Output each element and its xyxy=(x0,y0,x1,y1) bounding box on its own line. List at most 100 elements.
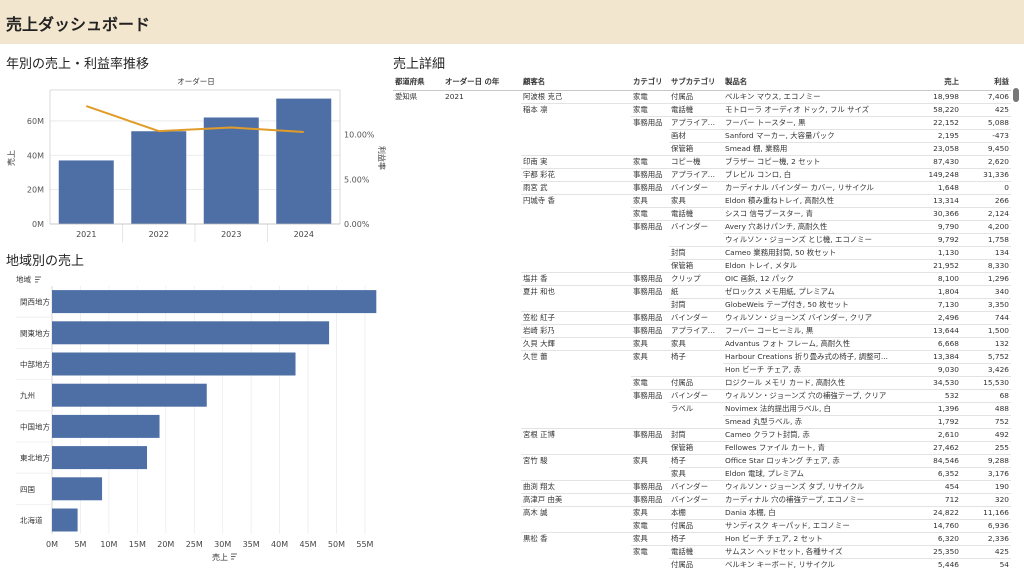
column-header[interactable]: 売上 xyxy=(907,74,961,91)
table-row[interactable]: 家具 Eldon 電球, プレミアム 6,352 3,176 xyxy=(393,466,1011,481)
table-cell: 744 xyxy=(961,311,1011,325)
table-cell xyxy=(443,311,521,324)
table-row[interactable]: 高木 誠家具 本棚 Dania 本棚, 白 24,822 11,166 xyxy=(393,505,1011,520)
table-row[interactable]: 保管箱 Eldon トレイ, メタル 21,952 8,330 xyxy=(393,258,1011,273)
table-row[interactable]: 高津戸 由美 事務用品 バインダー カーディナル 穴の補強テープ, エコノミー 712 3… xyxy=(393,492,1011,507)
table-row[interactable]: ウィルソン・ジョーンズ とじ機, エコノミー 9,792 1,758 xyxy=(393,233,1011,247)
table-cell xyxy=(443,103,521,116)
table-row[interactable]: 宮竹 駿家具 椅子 Office Star ロッキング チェア, 赤 84,546 9,… xyxy=(393,453,1011,468)
table-row[interactable]: 保管箱 Fellowes ファイル カート, 青 27,462 255 xyxy=(393,440,1011,455)
column-header[interactable]: 利益 xyxy=(961,74,1011,91)
table-cell xyxy=(521,389,631,402)
table-cell: シスコ 信号ブースター, 青 xyxy=(723,207,907,221)
table-cell xyxy=(393,558,443,571)
table-row[interactable]: 封筒 Cameo 業務用封筒, 50 枚セット 1,130 134 xyxy=(393,245,1011,260)
table-row[interactable]: 岩崎 彩乃 事務用品 アプライアン... フーバー コーヒーミル, 黒 13,644 1,… xyxy=(393,323,1011,338)
table-row[interactable]: 塩井 香事務用品 クリップ OIC 画鋲, 12 パック 8,100 1,296 xyxy=(393,271,1011,286)
table-cell: 6,352 xyxy=(907,467,961,481)
table-cell xyxy=(393,285,443,298)
table-cell: 23,058 xyxy=(907,142,961,156)
table-row[interactable]: 宇都 彩花 事務用品 アプライアン... ブレビル コンロ, 白 149,248 31,3… xyxy=(393,167,1011,182)
table-row[interactable]: 黒松 香家具 椅子 Hon ビーチ チェア, 2 セット 6,320 2,336 xyxy=(393,531,1011,546)
table-row[interactable]: 曲渕 翔太 事務用品 バインダー ウィルソン・ジョーンズ タブ, リサイクル 454 19… xyxy=(393,479,1011,494)
table-row[interactable]: 事務用品 バインダー ウィルソン・ジョーンズ 穴の補強テープ, クリア 532 68 xyxy=(393,388,1011,403)
table-cell: 家具 xyxy=(669,466,723,480)
table-cell: 34,530 xyxy=(907,376,961,390)
column-header[interactable]: サブカテゴリ xyxy=(669,74,723,91)
table-row[interactable]: 夏井 和也 事務用品紙ゼロックス メモ用紙, プレミアム 1,804 340 xyxy=(393,284,1011,299)
table-row[interactable]: 家電 付属品 サンディスク キーパッド, エコノミー 14,760 6,936 xyxy=(393,518,1011,533)
column-header[interactable]: 製品名 xyxy=(723,74,907,91)
table-row[interactable]: 封筒 GlobeWeis テープ付き, 50 枚セット 7,130 3,350 xyxy=(393,297,1011,312)
region-label: 関西地方 xyxy=(20,297,50,307)
column-header[interactable]: 顧客名 xyxy=(521,74,631,91)
table-row[interactable]: Hon ビーチ チェア, 赤 9,030 3,426 xyxy=(393,363,1011,377)
table-cell: Cameo 業務用封筒, 50 枚セット xyxy=(723,246,907,260)
table-cell xyxy=(393,220,443,233)
table-row[interactable]: 付属品 ベルキン キーボード, リサイクル 5,446 54 xyxy=(393,557,1011,571)
yearly-sales-chart[interactable]: オーダー日 売上 利益率 0M 20M 40M 60M 0.00% 5.00% 10.00… xyxy=(0,72,390,244)
sort-icon[interactable] xyxy=(35,276,41,283)
sales-bar xyxy=(203,117,259,224)
table-row[interactable]: 笠松 紅子 事務用品 バインダー ウィルソン・ジョーンズ バインダー, クリア 2,49… xyxy=(393,310,1011,325)
table-row[interactable]: 久世 蕾家具 椅子 Harbour Creations 折り畳み式の椅子, 調整可.… xyxy=(393,349,1011,364)
table-cell: 454 xyxy=(907,480,961,494)
sales-detail-table[interactable]: 都道府県 オーダー日 の年 顧客名 カテゴリ サブカテゴリ 製品名 売上 利益 愛知県 2021… xyxy=(393,74,1020,571)
table-cell xyxy=(443,168,521,181)
sales-bar xyxy=(131,131,187,224)
table-cell xyxy=(443,558,521,571)
table-cell xyxy=(521,233,631,246)
column-header[interactable]: 都道府県 xyxy=(393,74,443,91)
table-cell xyxy=(631,415,669,428)
table-cell xyxy=(393,272,443,285)
y2-tick-label: 5.00% xyxy=(344,175,370,184)
table-cell xyxy=(521,415,631,428)
table-cell: 保管箱 xyxy=(669,440,723,454)
table-cell: 13,384 xyxy=(907,350,961,364)
table-row[interactable]: Smead 丸型ラベル, 赤 1,792 752 xyxy=(393,415,1011,429)
table-cell xyxy=(631,129,669,142)
table-cell xyxy=(393,480,443,493)
table-cell: 9,792 xyxy=(907,233,961,247)
yearly-chart-title: 年別の売上・利益率推移 xyxy=(6,57,150,72)
table-cell xyxy=(443,298,521,311)
column-header[interactable]: オーダー日 の年 xyxy=(443,74,521,91)
table-cell: 封筒 xyxy=(669,427,723,441)
table-row[interactable]: 家電 電話機 サムスン ヘッドセット, 各種サイズ 25,350 425 xyxy=(393,544,1011,559)
table-row[interactable]: 事務用品 アプライアン... フーバー トースター, 黒 22,152 5,088 xyxy=(393,115,1011,130)
table-row[interactable]: 雨宮 武事務用品 バインダー カーディナル バインダー カバー, リサイクル 1,64… xyxy=(393,180,1011,195)
table-row[interactable]: 印南 実家電 コピー機 ブラザー コピー機, 2 セット 87,430 2,620 xyxy=(393,154,1011,169)
table-cell: 7,130 xyxy=(907,298,961,312)
table-row[interactable]: 保管箱 Smead 棚, 業務用 23,058 9,450 xyxy=(393,141,1011,156)
table-cell xyxy=(443,155,521,168)
table-scrollbar[interactable] xyxy=(1013,88,1019,102)
table-cell xyxy=(393,181,443,194)
table-row[interactable]: 稲本 凛家電 電話機 モトローラ オーディオ ドック, フル サイズ 58,220 42… xyxy=(393,102,1011,117)
table-cell: 7,406 xyxy=(961,90,1011,104)
table-row[interactable]: ラベル Novimex 法的提出用ラベル, 白 1,396 488 xyxy=(393,401,1011,416)
table-row[interactable]: 事務用品 バインダー Avery 穴あけパンチ, 高耐久性 9,790 4,200 xyxy=(393,219,1011,234)
table-cell xyxy=(393,454,443,467)
table-row[interactable]: 家電 電話機 シスコ 信号ブースター, 青 30,366 2,124 xyxy=(393,206,1011,221)
table-cell xyxy=(393,415,443,428)
table-cell: アプライアン... xyxy=(669,323,723,337)
table-cell xyxy=(393,155,443,168)
table-cell xyxy=(393,519,443,532)
table-row[interactable]: 久貝 大輝 家具 家具 Advantus フォト フレーム, 高耐久性 6,668 132 xyxy=(393,336,1011,351)
sort-icon[interactable] xyxy=(231,553,237,560)
table-row[interactable]: 円城寺 香家具 家具 Eldon 積み重ねトレイ, 高耐久性 13,314 266 xyxy=(393,193,1011,208)
region-label: 中部地方 xyxy=(20,359,50,369)
table-cell xyxy=(393,428,443,441)
table-row[interactable]: 家電 付属品 ロジクール メモリ カード, 高耐久性 34,530 15,530 xyxy=(393,375,1011,390)
table-row[interactable]: 宮根 正博 事務用品 封筒 Cameo クラフト封筒, 赤 2,610 492 xyxy=(393,427,1011,442)
table-cell: 家電 xyxy=(631,544,669,558)
table-cell: 笠松 紅子 xyxy=(521,310,631,324)
table-cell xyxy=(631,558,669,571)
table-row[interactable]: 画材 Sanford マーカー, 大容量パック 2,195 -473 xyxy=(393,128,1011,143)
table-cell xyxy=(393,363,443,376)
table-cell xyxy=(631,233,669,246)
table-row[interactable]: 愛知県 2021 阿波根 克己 家電 付属品 ベルキン マウス, エコノミー 18,998 7… xyxy=(393,90,1011,104)
table-cell xyxy=(521,207,631,220)
column-header[interactable]: カテゴリ xyxy=(631,74,669,91)
